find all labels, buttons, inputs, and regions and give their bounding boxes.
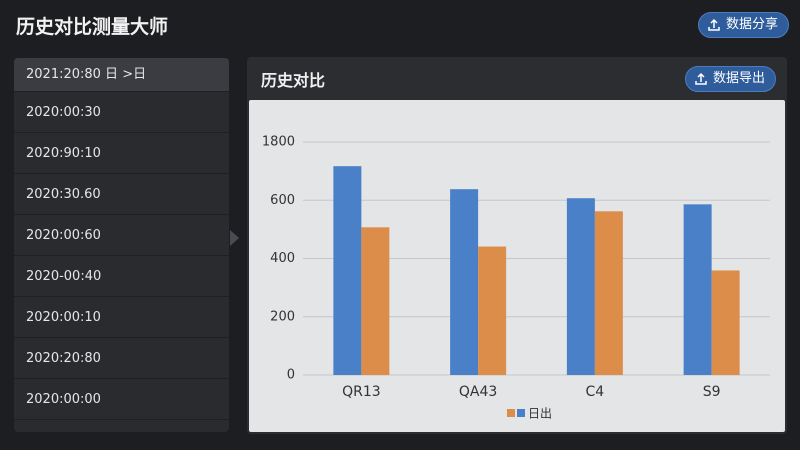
history-item[interactable]: 2020:00:60: [14, 215, 229, 256]
export-button[interactable]: 数据导出: [685, 66, 777, 92]
upload-icon: [695, 72, 707, 85]
history-item[interactable]: 2020-00:40: [14, 256, 229, 297]
upload-icon: [708, 18, 720, 31]
y-tick-label: 600: [270, 193, 295, 208]
panel-title: 历史对比: [261, 71, 326, 90]
history-item[interactable]: 2020:20:80: [14, 338, 229, 379]
caret: [230, 230, 239, 246]
bar: [594, 211, 623, 375]
bar: [361, 227, 390, 375]
history-list: 2021:20:80 日 >日 2020:00:30 2020:90:10 2020:…: [14, 58, 229, 432]
bar: [450, 189, 479, 375]
bar: [566, 198, 595, 375]
x-tick-label: C4: [586, 384, 605, 400]
history-item[interactable]: 2020:00:30: [14, 92, 229, 133]
x-tick-label: QA43: [459, 384, 497, 400]
y-tick-label: 0: [287, 368, 295, 383]
bar: [711, 270, 740, 375]
x-tick-label: S9: [703, 384, 721, 400]
share-label: 数据分享: [726, 17, 779, 32]
bar: [478, 246, 507, 375]
history-item[interactable]: 2020:30.60: [14, 174, 229, 215]
legend-swatch: [507, 409, 515, 417]
bar: [333, 166, 362, 375]
chart: 0 200 400 600 1800 QR13 QA43 C4 S9 日出: [249, 100, 785, 432]
x-tick-label: QR13: [342, 384, 381, 400]
y-tick-label: 1800: [262, 135, 295, 150]
history-item[interactable]: 2021:20:80 日 >日: [14, 58, 229, 92]
share-button[interactable]: 数据分享: [698, 12, 790, 38]
bar: [683, 204, 712, 375]
export-label: 数据导出: [713, 71, 766, 86]
legend-swatch: [517, 409, 525, 417]
y-tick-label: 200: [270, 309, 295, 324]
history-item[interactable]: 2020:00:10: [14, 297, 229, 338]
legend-label: 日出: [528, 407, 552, 421]
y-tick-label: 400: [270, 251, 295, 266]
history-item[interactable]: 2020:90:10: [14, 133, 229, 174]
app-title: 历史对比测量大师: [16, 16, 169, 38]
history-item[interactable]: 2020:00:00: [14, 379, 229, 420]
